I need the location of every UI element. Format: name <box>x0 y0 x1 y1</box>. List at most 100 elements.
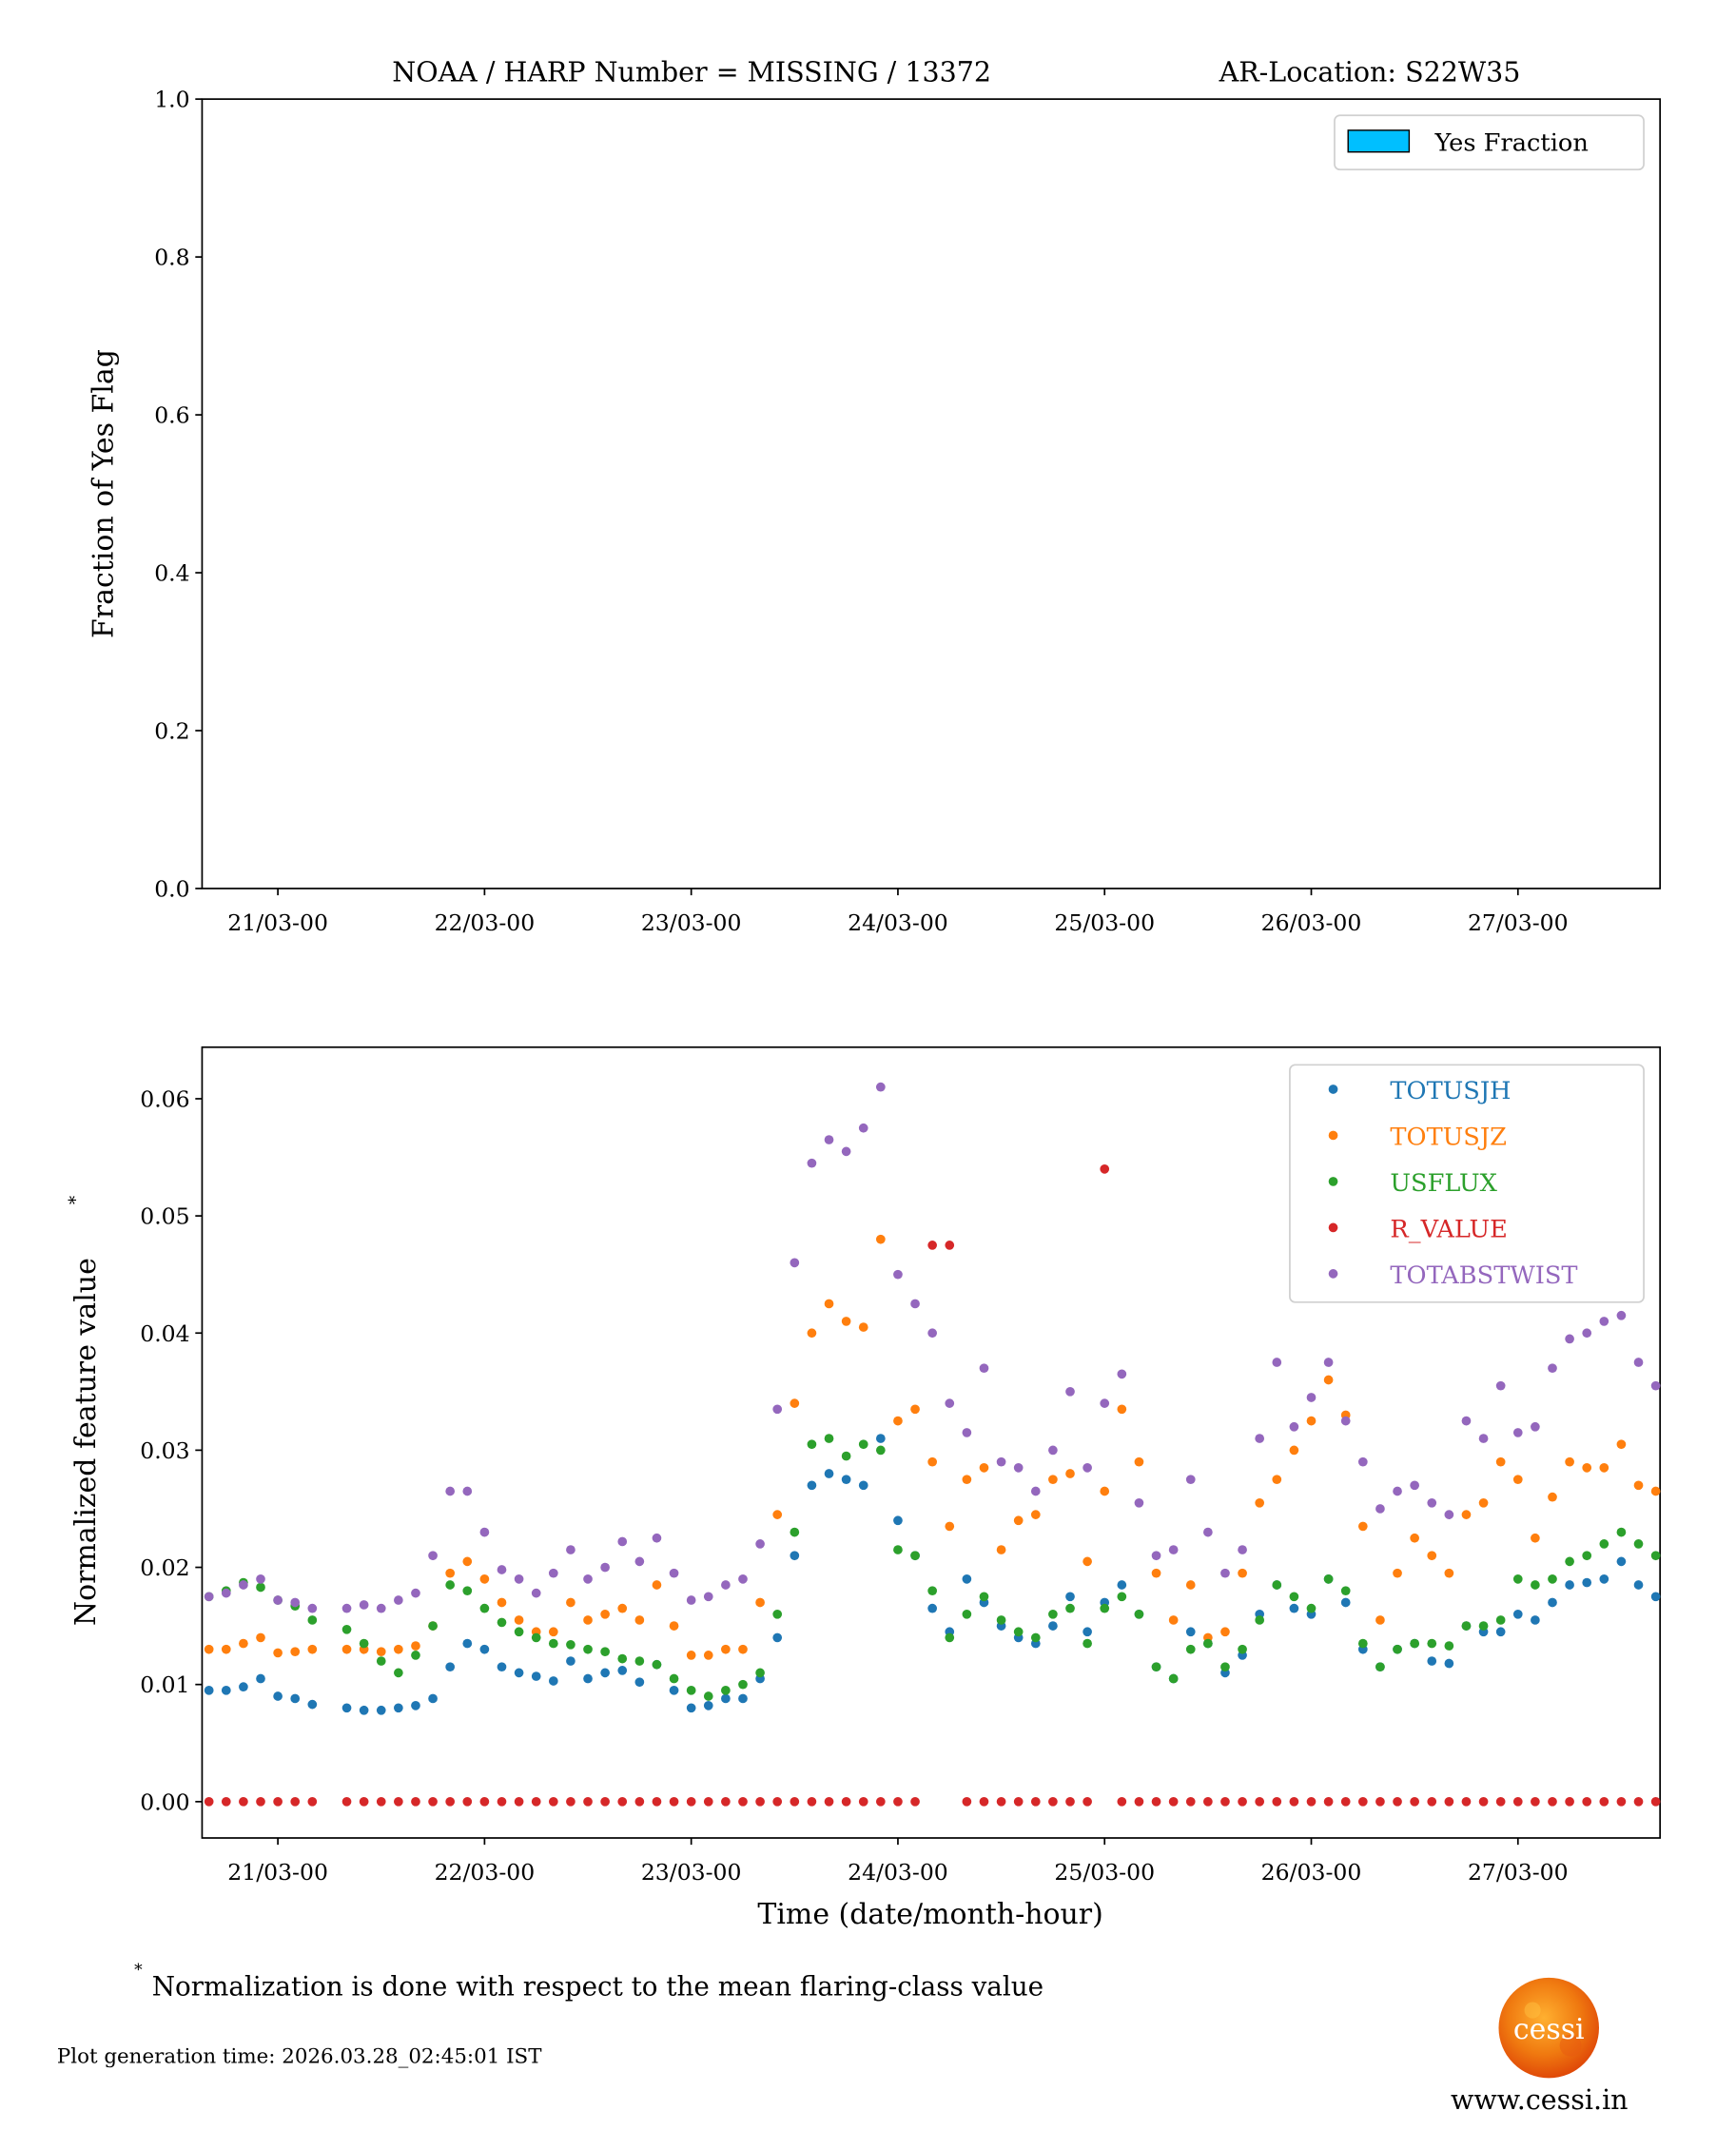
top-plot-frame <box>201 98 1662 889</box>
data-point <box>514 1574 524 1584</box>
data-point <box>893 1545 903 1554</box>
data-point <box>893 1796 903 1807</box>
data-point <box>1185 1627 1196 1637</box>
data-point <box>239 1796 248 1807</box>
data-point <box>1633 1796 1644 1807</box>
legend-marker <box>1328 1130 1338 1141</box>
data-point <box>1048 1475 1058 1485</box>
top-ytick-label: 0.4 <box>154 560 189 587</box>
data-point <box>824 1299 834 1309</box>
data-point <box>807 1439 817 1450</box>
data-point <box>738 1679 748 1690</box>
data-point <box>1168 1545 1179 1554</box>
data-point <box>1461 1510 1472 1519</box>
bottom-ytick-label: 0.05 <box>140 1203 189 1230</box>
data-point <box>428 1796 438 1807</box>
data-point <box>962 1796 972 1807</box>
legend-label: R_VALUE <box>1390 1215 1507 1243</box>
data-point <box>1220 1662 1230 1672</box>
data-point <box>514 1627 524 1637</box>
data-point <box>927 1328 938 1339</box>
data-point <box>411 1701 420 1710</box>
top-xtick-label: 27/03-00 <box>1468 909 1569 936</box>
data-point <box>256 1574 265 1584</box>
series-usflux <box>204 1434 1661 1701</box>
data-point <box>376 1656 386 1666</box>
data-point <box>548 1796 558 1807</box>
data-point <box>394 1796 403 1807</box>
data-point <box>1427 1497 1437 1508</box>
chart-title-left: NOAA / HARP Number = MISSING / 13372 <box>392 57 991 88</box>
top-ytick-label: 0.8 <box>154 244 189 271</box>
data-point <box>1185 1796 1196 1807</box>
data-point <box>411 1641 420 1651</box>
data-point <box>686 1651 696 1660</box>
data-point <box>824 1796 834 1807</box>
data-point <box>462 1796 473 1807</box>
data-point <box>945 1632 955 1643</box>
data-point <box>1548 1363 1557 1374</box>
data-point <box>497 1565 507 1574</box>
data-point <box>359 1796 369 1807</box>
data-point <box>1393 1644 1402 1654</box>
data-point <box>1512 1609 1523 1619</box>
data-point <box>1323 1796 1334 1807</box>
data-point <box>514 1796 524 1807</box>
data-point <box>1151 1551 1161 1561</box>
data-point <box>1512 1475 1523 1485</box>
data-point <box>273 1648 283 1658</box>
data-point <box>1650 1380 1661 1391</box>
data-point <box>979 1592 989 1602</box>
data-point <box>617 1666 628 1675</box>
data-point <box>1478 1621 1489 1631</box>
data-point <box>910 1796 920 1807</box>
top-xtick-label: 26/03-00 <box>1261 909 1362 936</box>
top-xtick-label: 22/03-00 <box>435 909 536 936</box>
data-point <box>755 1597 765 1608</box>
data-point <box>479 1603 490 1613</box>
bottom-xtick-label: 27/03-00 <box>1468 1859 1569 1886</box>
data-point <box>600 1796 610 1807</box>
cessi-logo: cessi <box>1498 1977 1599 2079</box>
data-point <box>1168 1673 1179 1684</box>
data-point <box>721 1644 731 1654</box>
data-point <box>394 1703 403 1713</box>
data-point <box>1444 1641 1454 1651</box>
data-point <box>273 1595 283 1605</box>
data-point <box>1531 1533 1540 1543</box>
data-point <box>359 1705 369 1715</box>
data-point <box>634 1615 645 1625</box>
data-point <box>1185 1644 1196 1654</box>
data-point <box>755 1796 765 1807</box>
data-point <box>1048 1796 1058 1807</box>
chart-title-right: AR-Location: S22W35 <box>1219 57 1521 88</box>
data-point <box>1203 1527 1213 1537</box>
data-point <box>858 1796 868 1807</box>
data-point <box>1444 1568 1454 1578</box>
data-point <box>858 1480 868 1491</box>
legend-label: USFLUX <box>1390 1169 1497 1198</box>
data-point <box>1083 1638 1092 1649</box>
data-point <box>566 1796 575 1807</box>
data-point <box>583 1673 593 1684</box>
data-point <box>910 1404 920 1415</box>
data-point <box>807 1796 817 1807</box>
data-point <box>341 1796 352 1807</box>
data-point <box>875 1082 886 1092</box>
data-point <box>1357 1638 1368 1649</box>
data-point <box>462 1556 473 1567</box>
data-point <box>1565 1580 1574 1590</box>
data-point <box>790 1527 800 1537</box>
data-point <box>875 1445 886 1456</box>
legend-label: TOTABSTWIST <box>1390 1261 1577 1290</box>
data-point <box>1238 1644 1247 1654</box>
cessi-website-link[interactable]: www.cessi.in <box>1451 2084 1629 2116</box>
data-point <box>1083 1627 1092 1637</box>
data-point <box>1410 1796 1419 1807</box>
data-point <box>858 1123 868 1133</box>
bottom-ytick-label: 0.00 <box>140 1788 189 1815</box>
data-point <box>1289 1603 1299 1613</box>
data-point <box>979 1796 989 1807</box>
y-axis-label: Normalized feature value <box>69 1258 103 1626</box>
data-point <box>1272 1475 1282 1485</box>
